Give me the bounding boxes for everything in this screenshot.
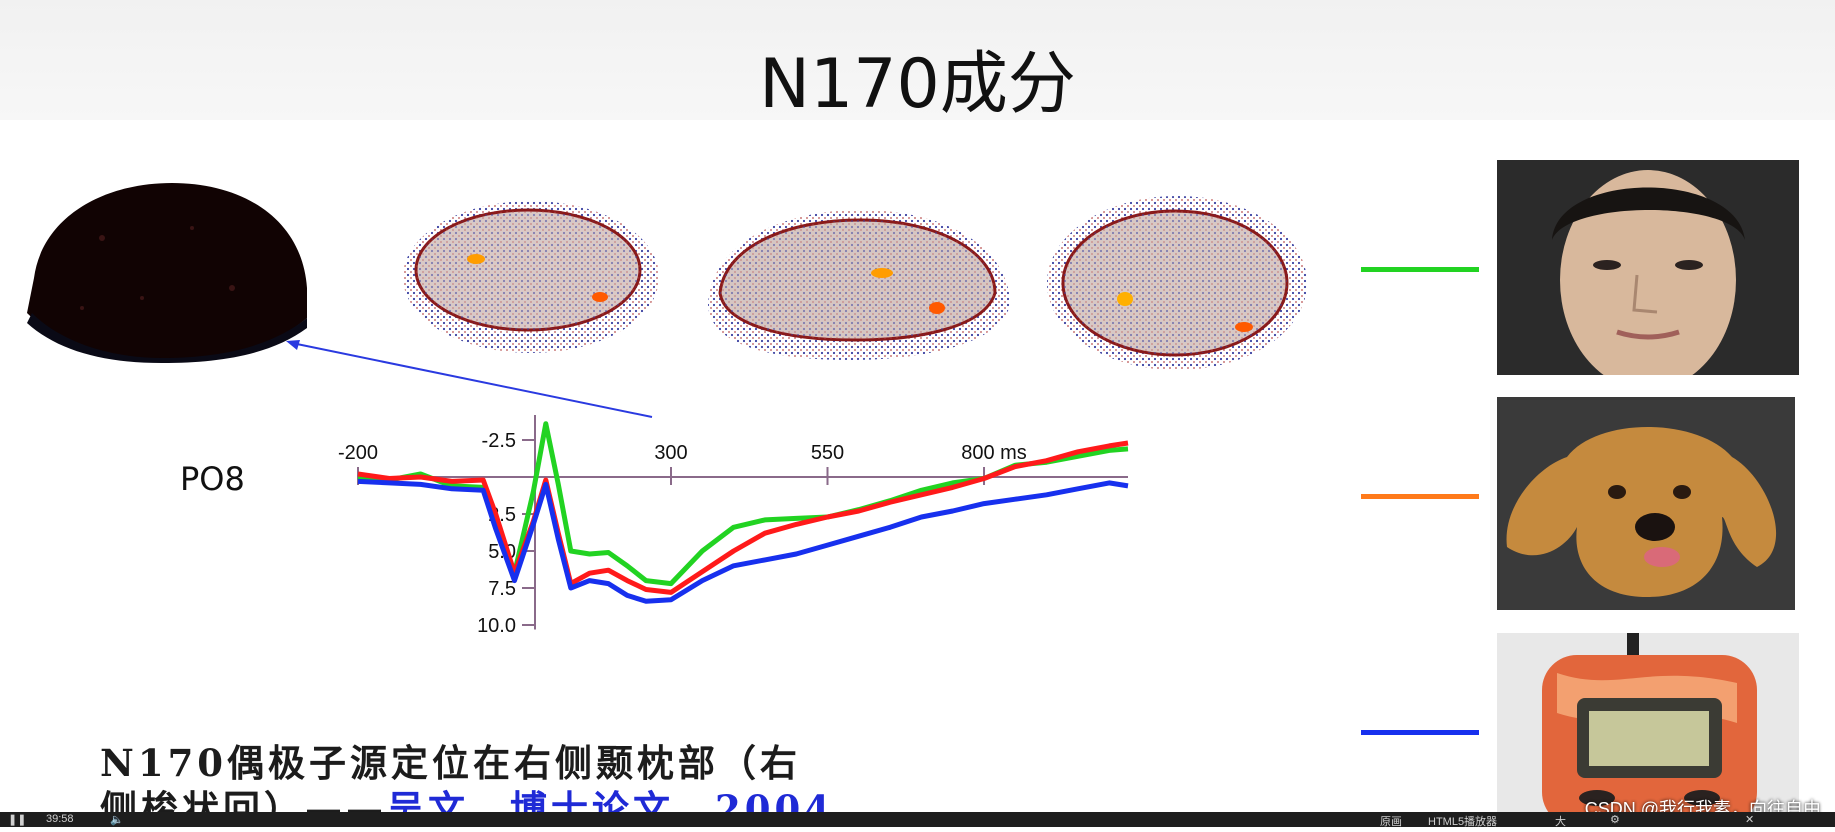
x-tick-label: 800 ms (961, 442, 1027, 464)
dark-head-model-image (27, 183, 307, 363)
slide-title-bar (0, 0, 1835, 120)
x-tick-label: 550 (811, 442, 844, 464)
brain-slice-image-2 (708, 210, 1010, 360)
playback-time: 39:58 (46, 813, 74, 825)
slide-title: N170成分 (759, 45, 1076, 124)
brain-slice-image-1 (403, 201, 659, 353)
erp-waveform-chart: -200 300 550 800 ms-2.52.55.07.510.0 (338, 415, 1129, 637)
erp-series-2 (357, 478, 1129, 604)
x-tick-label: 300 (654, 442, 687, 464)
caption-line-1: N170偶极子源定位在右侧颞枕部（右 (100, 741, 802, 785)
y-tick-label: -2.5 (482, 430, 516, 452)
player-type-button[interactable]: HTML5播放器 (1428, 816, 1498, 828)
video-player-bar: ❚❚ 39:58 🔈 原画 HTML5播放器 大 ⚙ ✕ (0, 812, 1835, 828)
brain-slice-image-3 (1047, 196, 1307, 370)
legend-line-dog (1361, 494, 1479, 499)
size-button[interactable]: 大 (1555, 816, 1566, 828)
settings-icon[interactable]: ⚙ (1610, 814, 1620, 826)
pause-icon[interactable]: ❚❚ (8, 814, 27, 826)
face-stimulus-image (1497, 160, 1799, 375)
electrode-label: PO8 (180, 460, 245, 498)
y-tick-label: 10.0 (477, 615, 516, 637)
legend-line-face (1361, 267, 1479, 272)
erp-series-1 (357, 440, 1129, 595)
quality-button[interactable]: 原画 (1380, 816, 1402, 828)
close-icon[interactable]: ✕ (1745, 814, 1755, 826)
legend-line-phone (1361, 730, 1479, 735)
volume-icon[interactable]: 🔈 (110, 814, 124, 826)
x-tick-label: -200 (338, 442, 378, 464)
phone-stimulus-image (1497, 633, 1799, 827)
slide-caption: N170偶极子源定位在右侧颞枕部（右 侧梭状回）——吴文，博士论文，2004 (100, 740, 834, 832)
y-tick-label: 7.5 (488, 578, 516, 600)
dog-stimulus-image (1497, 397, 1795, 610)
